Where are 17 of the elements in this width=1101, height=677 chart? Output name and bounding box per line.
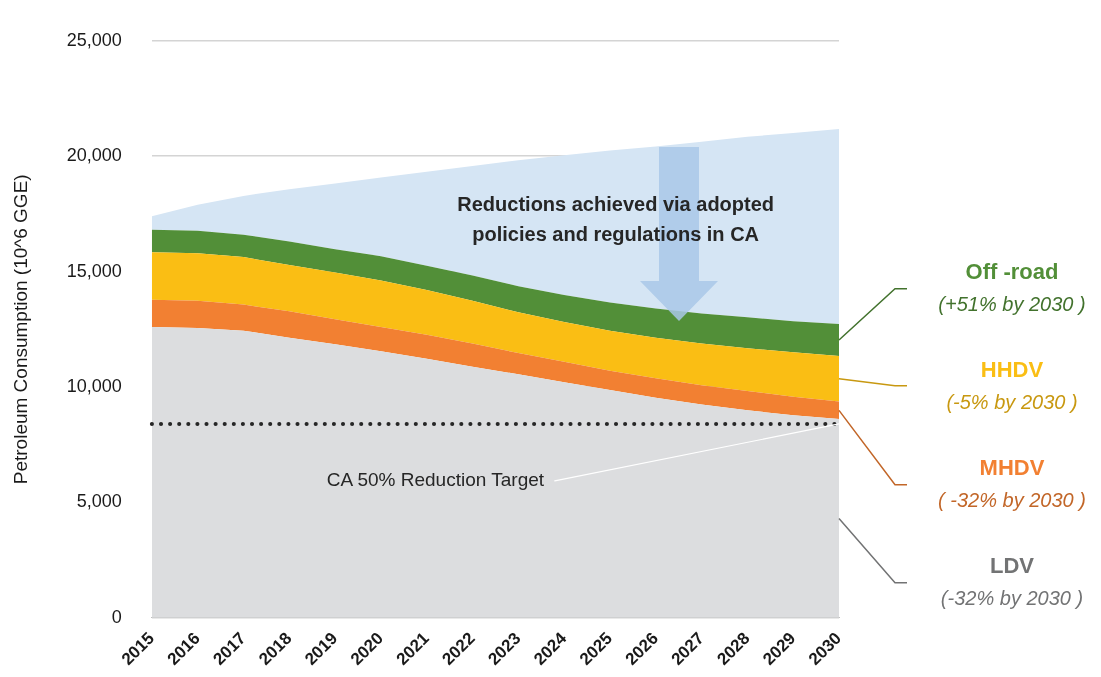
y-tick-label: 20,000 (66, 145, 122, 166)
text: ( -32% by 2030 ) (938, 489, 1086, 512)
annotation: Reductions achieved via adopted policies and regulations in CA (456, 191, 776, 247)
y-tick-label: 25,000 (66, 29, 122, 50)
text: MHDV (979, 454, 1045, 480)
text: LDV (990, 552, 1035, 578)
text: Off -road (965, 258, 1059, 284)
text: HHDV (980, 356, 1044, 382)
text: (-32% by 2030 ) (940, 587, 1084, 610)
ref-line-label: CA 50% Reduction Target (326, 469, 545, 491)
y-tick-label: 0 (111, 606, 122, 627)
y-tick-label: 15,000 (66, 260, 122, 281)
y-tick-label: 10,000 (66, 375, 122, 396)
text: (-5% by 2030 ) (946, 391, 1078, 414)
text: (+51% by 2030 ) (938, 293, 1086, 316)
y-tick-label: 5,000 (76, 491, 122, 512)
y-axis-title: Petroleum Consumption (10^6 GGE) (9, 174, 31, 485)
